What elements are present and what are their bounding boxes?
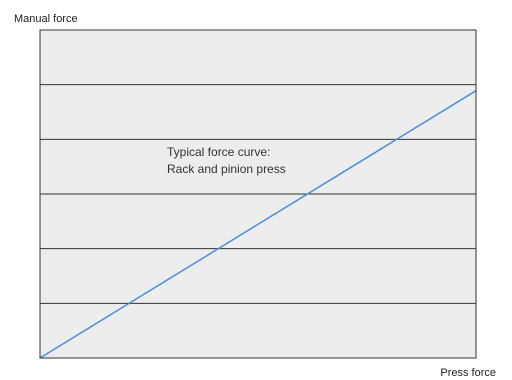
series-group [39,90,477,359]
annotation-line-1: Typical force curve: [167,145,270,159]
plot-frame [39,29,477,359]
force-curve-line [39,90,477,359]
y-axis-label: Manual force [14,13,78,25]
x-axis-label: Press force [440,367,496,379]
annotation-line-2: Rack and pinion press [167,162,286,176]
grid-lines [40,84,476,304]
